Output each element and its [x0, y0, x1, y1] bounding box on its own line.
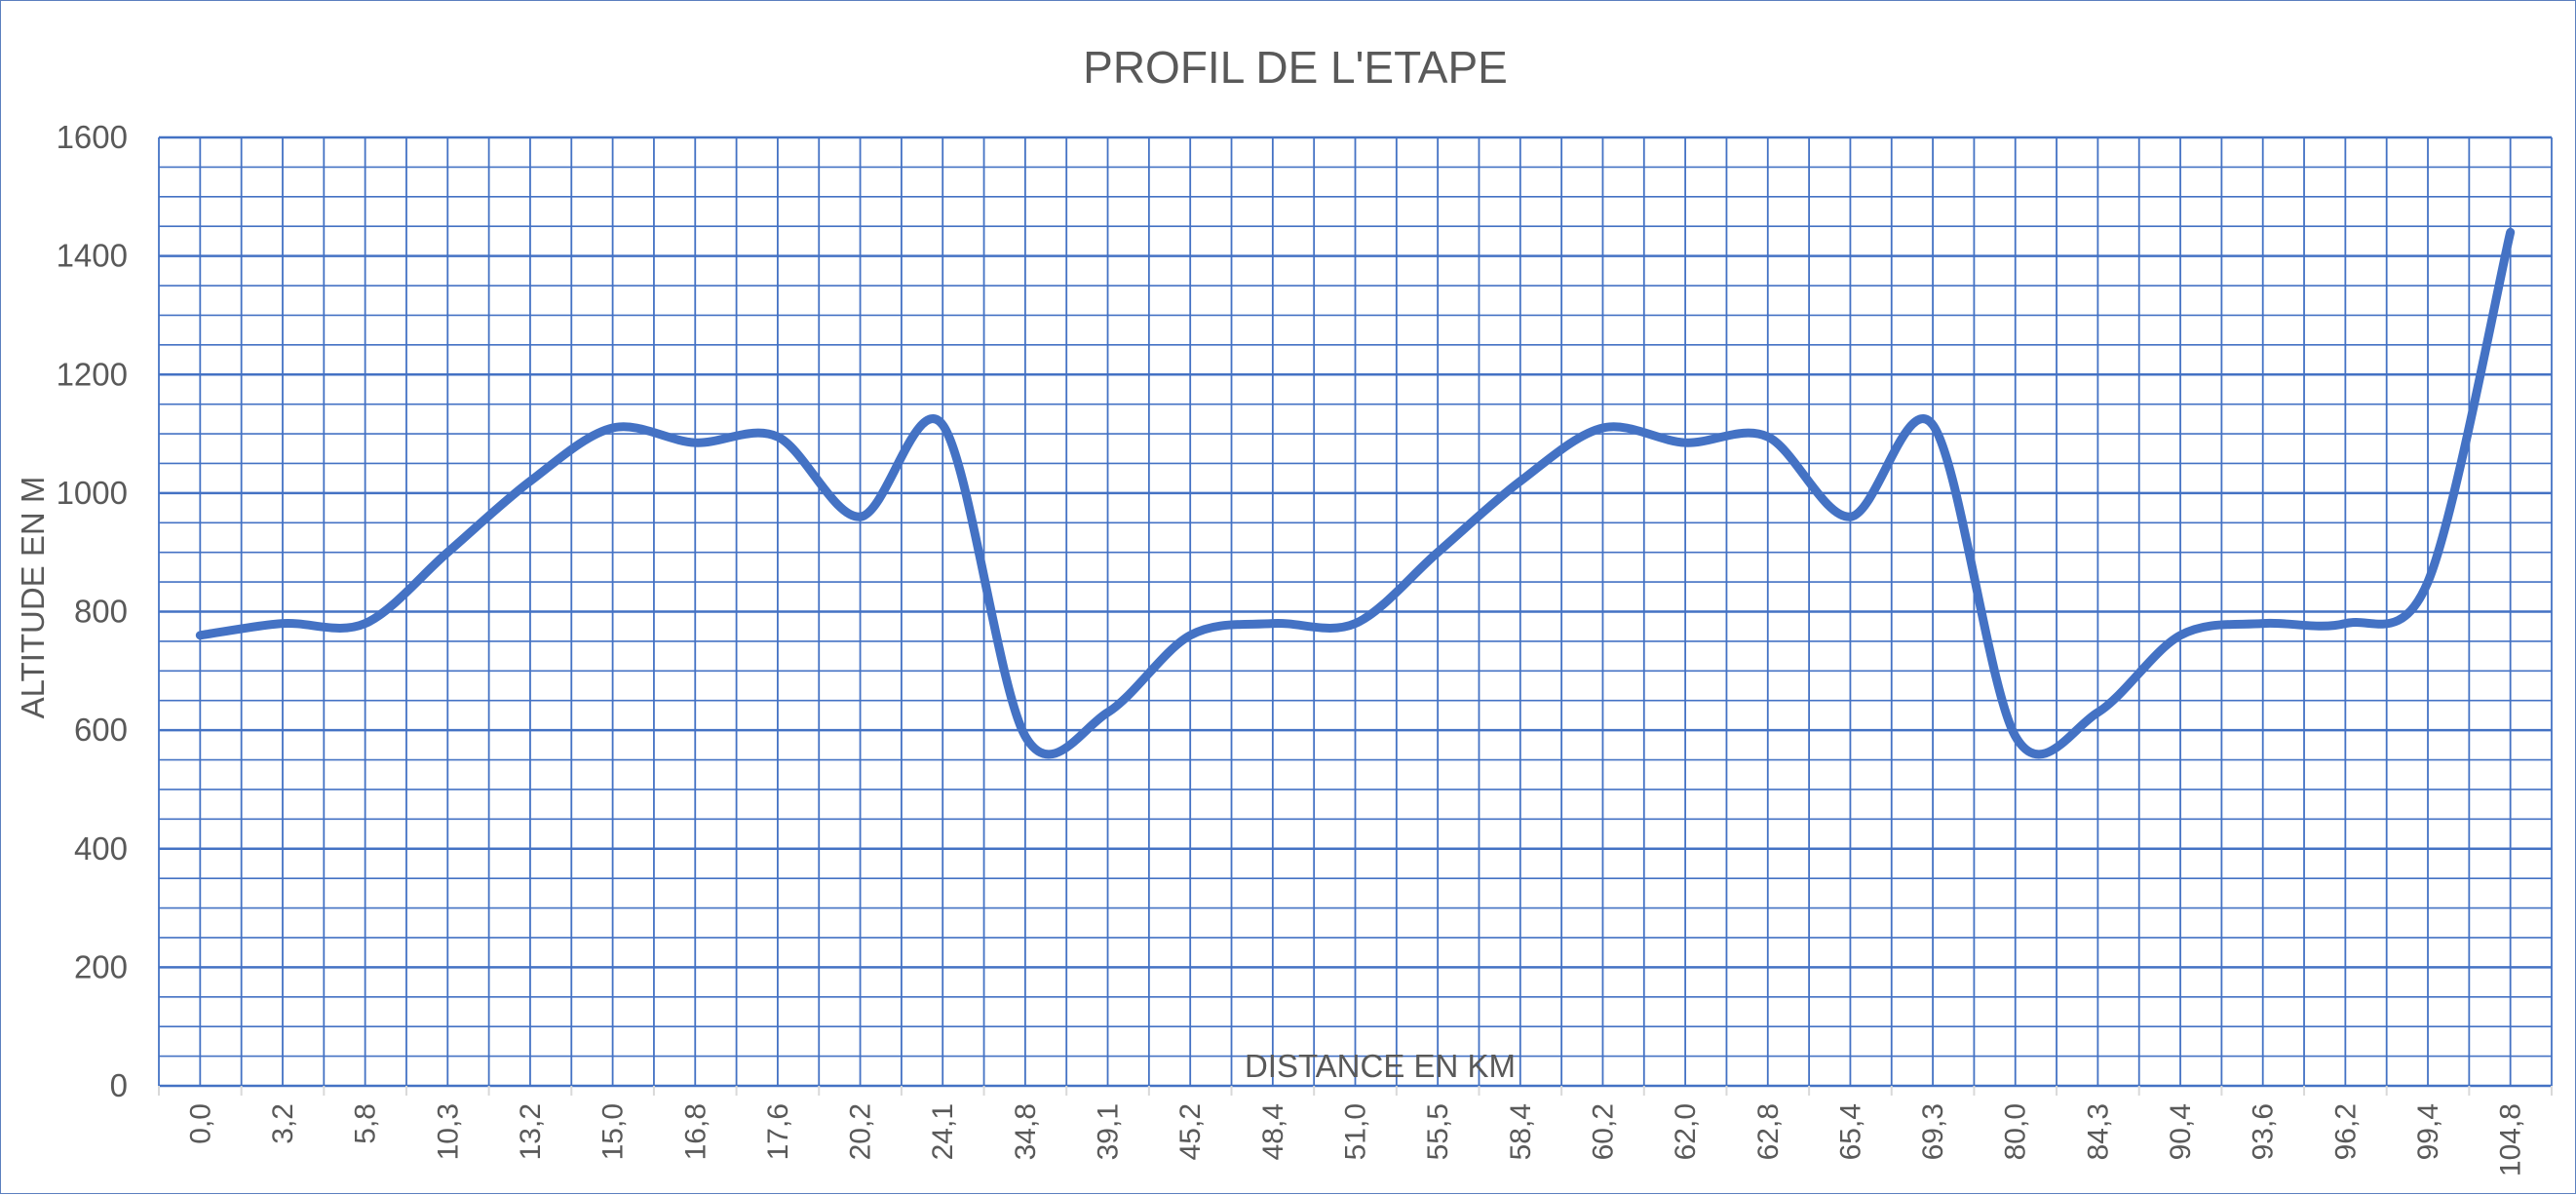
x-tick-label: 17,6: [762, 1103, 794, 1160]
x-tick-label: 60,2: [1587, 1103, 1619, 1160]
x-tick-label: 69,3: [1917, 1103, 1949, 1160]
x-tick-label: 58,4: [1505, 1103, 1537, 1160]
x-tick-label: 15,0: [597, 1103, 630, 1160]
y-tick-label: 1000: [57, 475, 128, 511]
chart-title: PROFIL DE L'ETAPE: [1083, 42, 1508, 93]
y-tick-label: 800: [74, 594, 128, 630]
x-tick-label: 45,2: [1174, 1103, 1207, 1160]
y-tick-label: 200: [74, 948, 128, 984]
x-tick-label: 84,3: [2082, 1103, 2114, 1160]
x-tick-label: 96,2: [2329, 1103, 2362, 1160]
x-tick-label: 90,4: [2165, 1103, 2197, 1160]
x-axis-labels: 0,0 3,2 5,8 10,3 13,2 15,0 16,8 17,6 20,2 24,1 34,…: [184, 1103, 2526, 1176]
x-tick-label: 5,8: [350, 1103, 382, 1144]
y-tick-label: 400: [74, 830, 128, 867]
x-tick-label: 62,0: [1670, 1103, 1702, 1160]
x-tick-label: 3,2: [267, 1103, 299, 1144]
grid-layer: [159, 137, 2552, 1096]
x-tick-label: 93,6: [2248, 1103, 2280, 1160]
y-axis-labels: 0 200 400 600 800 1000 1200 1400 1600: [57, 119, 128, 1103]
x-tick-label: 51,0: [1340, 1103, 1372, 1160]
x-tick-label: 34,8: [1010, 1103, 1042, 1160]
x-tick-label: 20,2: [845, 1103, 877, 1160]
x-tick-label: 13,2: [515, 1103, 547, 1160]
y-tick-label: 1200: [57, 356, 128, 392]
y-tick-label: 1400: [57, 238, 128, 274]
x-tick-label: 104,8: [2495, 1103, 2527, 1176]
x-tick-label: 24,1: [927, 1103, 959, 1160]
y-tick-label: 0: [110, 1067, 128, 1103]
x-tick-label: 65,4: [1834, 1103, 1866, 1160]
x-tick-label: 48,4: [1257, 1103, 1289, 1160]
x-tick-label: 62,8: [1752, 1103, 1785, 1160]
x-tick-label: 80,0: [2000, 1103, 2032, 1160]
x-tick-label: 0,0: [184, 1103, 216, 1144]
y-tick-label: 600: [74, 712, 128, 748]
x-tick-label: 55,5: [1422, 1103, 1454, 1160]
x-axis-title: DISTANCE EN KM: [1245, 1048, 1516, 1084]
x-tick-label: 10,3: [432, 1103, 464, 1160]
x-tick-label: 39,1: [1093, 1103, 1125, 1160]
y-tick-label: 1600: [57, 119, 128, 155]
x-tick-label: 16,8: [679, 1103, 711, 1160]
x-tick-label: 99,4: [2412, 1103, 2444, 1160]
y-axis-title: ALTITUDE EN M: [15, 477, 51, 719]
